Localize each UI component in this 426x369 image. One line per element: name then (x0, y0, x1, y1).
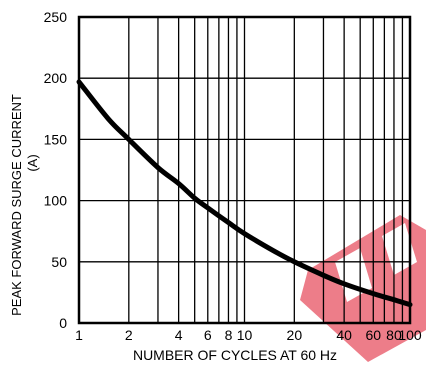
x-tick-label: 60 (365, 327, 381, 343)
y-tick-label: 50 (51, 254, 67, 270)
y-tick-label: 250 (44, 9, 68, 25)
x-tick-label: 1 (75, 327, 83, 343)
surge-current-curve (76, 79, 413, 308)
y-tick-label: 150 (44, 131, 68, 147)
y-tick-labels: 0 50 100 150 200 250 (44, 9, 68, 331)
x-axis-label: NUMBER OF CYCLES AT 60 Hz (133, 347, 337, 363)
y-tick-label: 100 (44, 193, 68, 209)
x-tick-label: 80 (386, 327, 402, 343)
grid (79, 17, 410, 323)
x-tick-label: 40 (336, 327, 352, 343)
x-tick-label: 2 (125, 327, 133, 343)
y-axis-label-line1: PEAK FORWARD SURGE CURRENT (9, 94, 24, 316)
x-tick-label: 10 (237, 327, 253, 343)
x-tick-label: 6 (204, 327, 212, 343)
x-tick-label: 8 (225, 327, 233, 343)
y-tick-label: 0 (59, 315, 67, 331)
x-tick-label: 100 (398, 327, 422, 343)
x-tick-label: 4 (175, 327, 183, 343)
x-tick-label: 20 (287, 327, 303, 343)
plot-frame (77, 15, 412, 325)
y-axis-label-line2: (A) (25, 154, 40, 171)
y-tick-label: 200 (44, 70, 68, 86)
